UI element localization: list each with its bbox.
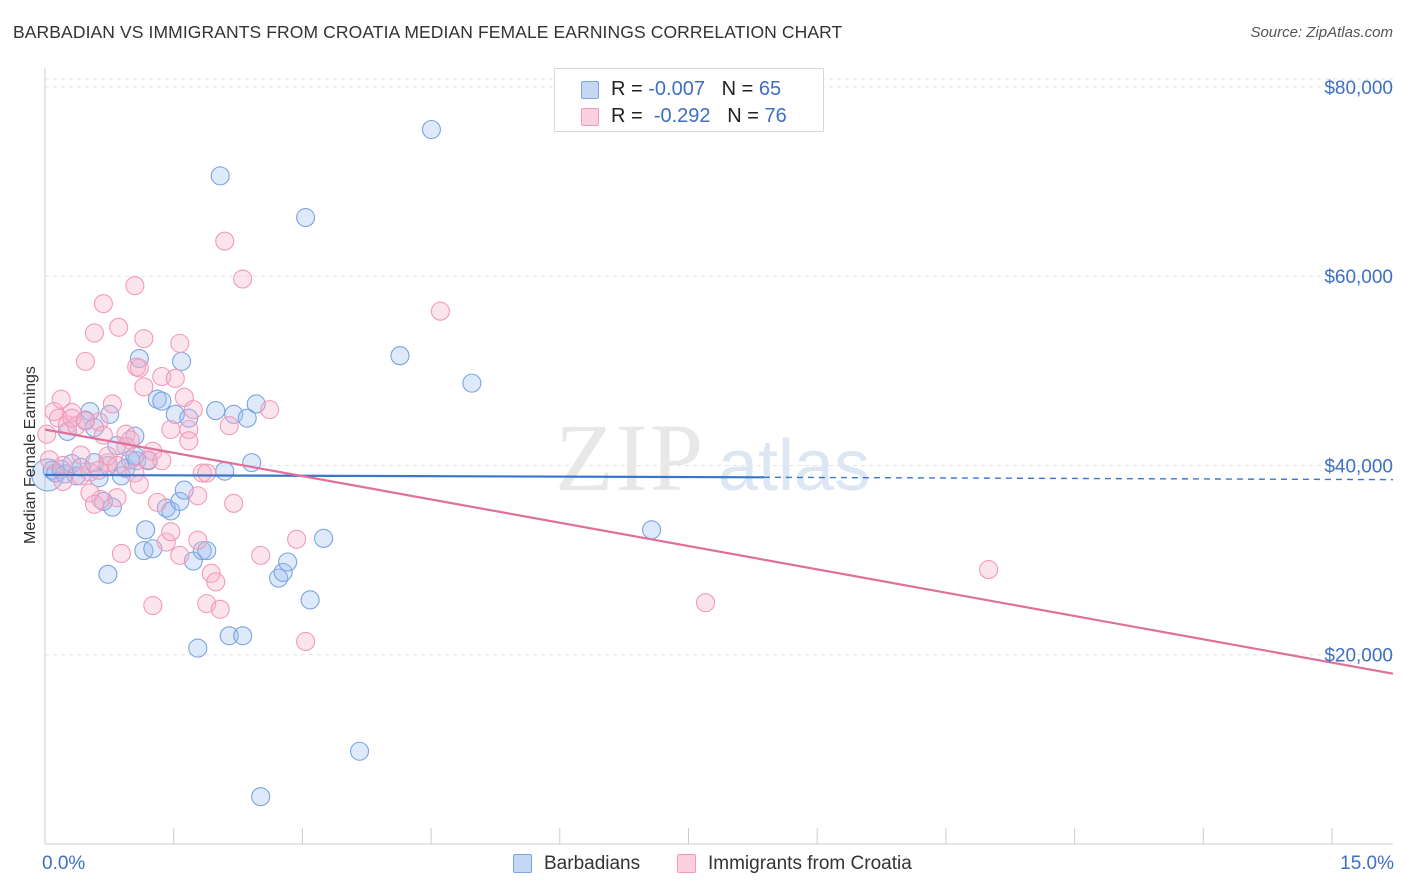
point-barbadians: [315, 529, 333, 547]
bottom-legend-swatch-barbadians: [513, 854, 532, 873]
point-croatia: [216, 232, 234, 250]
grid-lines: [45, 79, 1393, 655]
point-croatia: [153, 452, 171, 470]
point-croatia: [207, 573, 225, 591]
legend-text-barbadians: R = -0.007 N = 65: [611, 78, 781, 101]
point-croatia: [697, 594, 715, 612]
point-croatia: [110, 318, 128, 336]
watermark: ZIP atlas: [555, 404, 870, 511]
point-croatia: [180, 432, 198, 450]
point-croatia: [162, 421, 180, 439]
legend-text-croatia: R = -0.292 N = 76: [611, 105, 787, 128]
point-croatia: [135, 378, 153, 396]
point-barbadians: [463, 374, 481, 392]
point-croatia: [171, 546, 189, 564]
y-tick-label: $40,000: [1324, 456, 1393, 477]
legend-r-value: -0.292: [654, 105, 711, 127]
point-croatia: [166, 369, 184, 387]
legend-n-value: 76: [764, 105, 786, 127]
legend: R = -0.007 N = 65 R = -0.292 N = 76: [554, 68, 824, 132]
point-croatia: [189, 487, 207, 505]
point-barbadians: [137, 521, 155, 539]
point-croatia: [108, 489, 126, 507]
point-croatia: [162, 523, 180, 541]
point-croatia: [76, 352, 94, 370]
legend-swatch-barbadians: [581, 81, 599, 99]
point-barbadians: [153, 392, 171, 410]
point-barbadians: [351, 742, 369, 760]
point-barbadians: [99, 565, 117, 583]
watermark-atlas: atlas: [718, 426, 870, 506]
point-croatia: [130, 475, 148, 493]
point-croatia: [103, 395, 121, 413]
legend-r-label: R =: [611, 78, 643, 100]
point-croatia: [85, 324, 103, 342]
bottom-legend-label-barbadians: Barbadians: [544, 853, 640, 875]
point-croatia: [211, 600, 229, 618]
legend-r-value: -0.007: [648, 78, 705, 100]
point-croatia: [85, 495, 103, 513]
point-croatia: [431, 302, 449, 320]
point-croatia: [148, 493, 166, 511]
point-croatia: [135, 330, 153, 348]
point-croatia: [980, 561, 998, 579]
point-croatia: [189, 531, 207, 549]
point-croatia: [94, 295, 112, 313]
point-croatia: [38, 425, 56, 443]
legend-n-label: N =: [727, 105, 759, 127]
watermark-zip: ZIP: [555, 404, 705, 511]
point-barbadians: [211, 167, 229, 185]
point-barbadians: [643, 521, 661, 539]
point-croatia: [108, 456, 126, 474]
point-croatia: [112, 544, 130, 562]
y-tick-label: $80,000: [1324, 78, 1393, 99]
point-croatia: [225, 494, 243, 512]
point-croatia: [126, 277, 144, 295]
y-tick-label: $20,000: [1324, 646, 1393, 667]
point-barbadians: [207, 402, 225, 420]
bottom-legend-swatch-croatia: [677, 854, 696, 873]
legend-n-label: N =: [722, 78, 754, 100]
point-barbadians: [391, 347, 409, 365]
point-croatia: [76, 412, 94, 430]
point-barbadians: [173, 352, 191, 370]
legend-n-value: 65: [759, 78, 781, 100]
point-barbadians: [297, 209, 315, 227]
point-barbadians: [279, 553, 297, 571]
legend-swatch-croatia: [581, 108, 599, 126]
point-croatia: [234, 270, 252, 288]
point-barbadians: [301, 591, 319, 609]
legend-r-label: R =: [611, 105, 643, 127]
scatter-chart: ZIP atlas $20,000 $40,000 $60,000 $80,000 0.…: [0, 0, 1406, 892]
point-croatia: [144, 597, 162, 615]
point-barbadians: [189, 639, 207, 657]
bottom-legend-label-croatia: Immigrants from Croatia: [708, 853, 912, 875]
point-croatia: [297, 632, 315, 650]
point-barbadians: [234, 627, 252, 645]
point-croatia: [252, 546, 270, 564]
point-croatia: [130, 359, 148, 377]
point-croatia: [54, 456, 72, 474]
point-croatia: [288, 530, 306, 548]
point-croatia: [220, 417, 238, 435]
y-tick-label: $60,000: [1324, 267, 1393, 288]
x-tick-label: 15.0%: [1340, 853, 1394, 874]
point-croatia: [261, 401, 279, 419]
x-tick-label: 0.0%: [42, 853, 85, 874]
point-barbadians: [252, 788, 270, 806]
point-croatia: [198, 464, 216, 482]
y-axis-label: Median Female Earnings: [22, 366, 39, 544]
point-barbadians: [422, 121, 440, 139]
point-croatia: [72, 446, 90, 464]
point-croatia: [171, 334, 189, 352]
point-croatia: [117, 438, 135, 456]
point-croatia: [184, 401, 202, 419]
point-barbadians: [216, 462, 234, 480]
